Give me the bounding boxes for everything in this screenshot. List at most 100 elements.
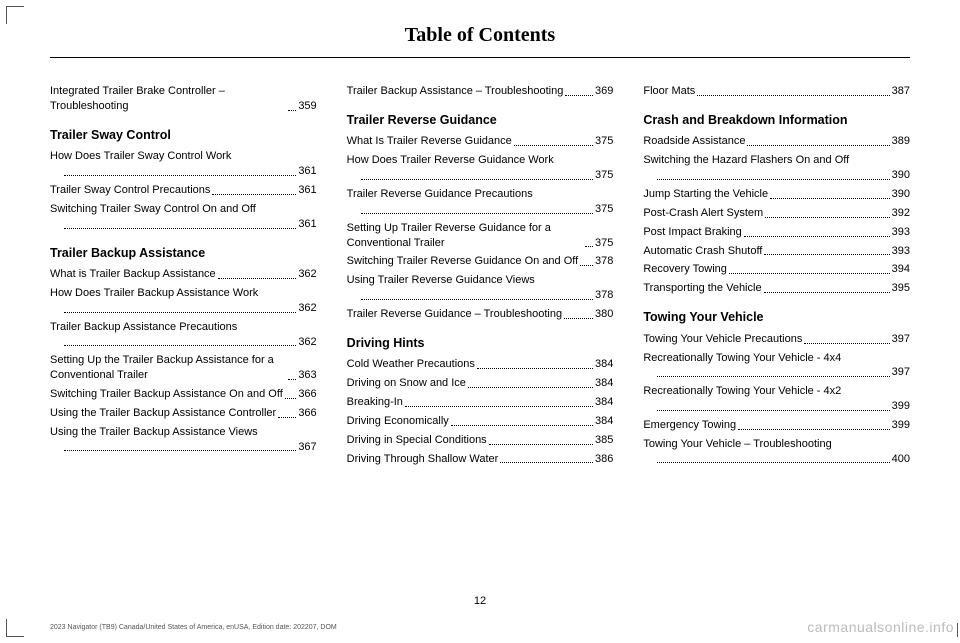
toc-entry-page: 384 [595,357,613,372]
toc-leader-dots [64,450,296,451]
toc-leader-dots [738,429,890,430]
crop-mark [957,623,958,637]
toc-entry-label: Automatic Crash Shutoff [643,244,762,259]
toc-entry-page: 369 [595,84,613,99]
toc-entry-label: Switching Trailer Sway Control On and Of… [50,202,317,217]
toc-entry-page: 362 [298,301,316,316]
toc-entry-label: Roadside Assistance [643,134,745,149]
toc-entry-label: Breaking-In [347,395,403,410]
toc-entry-label: Towing Your Vehicle – Troubleshooting [643,437,910,452]
toc-entry-page: 399 [892,399,910,414]
toc-entry-page: 362 [298,335,316,350]
toc-entry: Trailer Sway Control Precautions 361 [50,183,317,198]
toc-entry-label: Trailer Sway Control Precautions [50,183,210,198]
toc-leader-dots [764,292,890,293]
toc-section-heading: Trailer Sway Control [50,128,317,144]
toc-section-heading: Trailer Backup Assistance [50,246,317,262]
toc-entry-page: 375 [595,134,613,149]
toc-entry-page: 399 [892,418,910,433]
toc-entry-page: 375 [595,236,613,251]
toc-section-heading: Driving Hints [347,336,614,352]
toc-entry-page: 387 [892,84,910,99]
toc-entry-page: 389 [892,134,910,149]
toc-leader-dots [489,444,593,445]
toc-entry-label: Driving on Snow and Ice [347,376,466,391]
toc-entry: Switching the Hazard Flashers On and Off… [643,153,910,183]
toc-leader-dots [770,198,890,199]
toc-entry-label: Setting Up Trailer Reverse Guidance for … [347,221,583,251]
toc-leader-dots [764,254,889,255]
toc-leader-dots [64,175,296,176]
page-container: Table of Contents Integrated Trailer Bra… [0,0,960,480]
toc-entry-page: 393 [892,225,910,240]
toc-entry-label: Jump Starting the Vehicle [643,187,768,202]
toc-entry-label: Using the Trailer Backup Assistance View… [50,425,317,440]
toc-leader-dots [405,406,593,407]
toc-entry-page: 362 [298,267,316,282]
toc-entry-label: How Does Trailer Backup Assistance Work [50,286,317,301]
toc-entry: Switching Trailer Backup Assistance On a… [50,387,317,402]
toc-entry-label: Floor Mats [643,84,695,99]
toc-leader-dots [468,387,593,388]
toc-leader-dots [361,299,593,300]
toc-leader-dots [500,462,593,463]
toc-leader-dots [565,95,593,96]
toc-section-heading: Crash and Breakdown Information [643,113,910,129]
toc-entry: Recovery Towing 394 [643,262,910,277]
toc-entry: Setting Up the Trailer Backup Assistance… [50,353,317,383]
toc-entry-page: 394 [892,262,910,277]
toc-entry: Post Impact Braking393 [643,225,910,240]
toc-entry-page: 390 [892,187,910,202]
toc-entry-page: 361 [298,217,316,232]
toc-entry: How Does Trailer Backup Assistance Work3… [50,286,317,316]
toc-leader-dots [585,246,593,247]
toc-entry-page: 366 [298,406,316,421]
toc-leader-dots [729,273,890,274]
toc-leader-dots [64,345,296,346]
toc-entry-page: 363 [298,368,316,383]
toc-entry-label: Switching Trailer Backup Assistance On a… [50,387,283,402]
toc-entry: Automatic Crash Shutoff393 [643,244,910,259]
toc-entry-label: Recovery Towing [643,262,727,277]
toc-leader-dots [564,318,593,319]
toc-entry-label: Using the Trailer Backup Assistance Cont… [50,406,276,421]
toc-entry: How Does Trailer Reverse Guidance Work37… [347,153,614,183]
toc-entry-label: Trailer Backup Assistance Precautions [50,320,317,335]
toc-leader-dots [64,312,296,313]
toc-entry: Using the Trailer Backup Assistance View… [50,425,317,455]
toc-entry: Switching Trailer Sway Control On and Of… [50,202,317,232]
toc-leader-dots [361,213,593,214]
crop-mark [6,6,24,24]
toc-leader-dots [218,278,297,279]
toc-entry: Using the Trailer Backup Assistance Cont… [50,406,317,421]
toc-entry: Trailer Reverse Guidance Precautions375 [347,187,614,217]
toc-entry: Setting Up Trailer Reverse Guidance for … [347,221,614,251]
toc-leader-dots [212,194,296,195]
toc-entry-label: Cold Weather Precautions [347,357,475,372]
toc-entry-label: Towing Your Vehicle Precautions [643,332,802,347]
toc-entry-label: Switching the Hazard Flashers On and Off [643,153,910,168]
toc-section-heading: Trailer Reverse Guidance [347,113,614,129]
toc-leader-dots [657,410,889,411]
toc-leader-dots [451,425,593,426]
toc-entry-label: Driving in Special Conditions [347,433,487,448]
toc-entry-label: Trailer Reverse Guidance Precautions [347,187,614,202]
toc-entry-label: Switching Trailer Reverse Guidance On an… [347,254,579,269]
toc-entry-label: Recreationally Towing Your Vehicle - 4x4 [643,351,910,366]
toc-entry: Driving on Snow and Ice384 [347,376,614,391]
toc-entry-label: Recreationally Towing Your Vehicle - 4x2 [643,384,910,399]
toc-entry-label: Trailer Reverse Guidance – Troubleshooti… [347,307,562,322]
toc-entry: Recreationally Towing Your Vehicle - 4x4… [643,351,910,381]
toc-leader-dots [657,376,889,377]
toc-entry: Breaking-In384 [347,395,614,410]
toc-entry-label: Transporting the Vehicle [643,281,761,296]
toc-entry-page: 392 [892,206,910,221]
toc-entry: Floor Mats 387 [643,84,910,99]
toc-entry: Roadside Assistance 389 [643,134,910,149]
toc-entry-page: 367 [298,440,316,455]
toc-entry: Integrated Trailer Brake Controller – Tr… [50,84,317,114]
toc-entry-page: 361 [298,183,316,198]
footer-edition: 2023 Navigator (TB9) Canada/United State… [50,624,337,631]
toc-entry: Driving Economically384 [347,414,614,429]
toc-leader-dots [288,379,296,380]
